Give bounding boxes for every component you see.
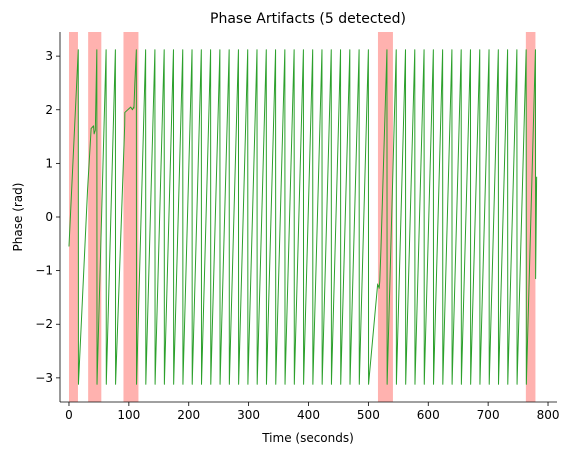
x-tick-label: 100 (117, 408, 140, 422)
x-tick-label: 200 (177, 408, 200, 422)
y-tick-label: 3 (45, 49, 53, 63)
artifact-band-1 (68, 32, 78, 402)
x-tick-label: 500 (357, 408, 380, 422)
y-ticks: −3 −2 −1 0 1 2 3 (35, 49, 60, 385)
x-tick-label: 300 (237, 408, 260, 422)
chart-title: Phase Artifacts (5 detected) (210, 11, 406, 27)
y-tick-label: 0 (45, 210, 53, 224)
x-tick-label: 0 (65, 408, 73, 422)
phase-series (68, 49, 538, 385)
y-tick-label: −2 (35, 317, 53, 331)
phase-line-1 (68, 49, 538, 385)
x-axis-label: Time (seconds) (261, 431, 354, 445)
x-tick-label: 600 (417, 408, 440, 422)
y-tick-label: −1 (35, 264, 53, 278)
x-tick-label: 400 (297, 408, 320, 422)
x-tick-label: 700 (477, 408, 500, 422)
artifact-band-2 (88, 32, 102, 402)
x-tick-label: 800 (537, 408, 560, 422)
x-ticks: 0 100 200 300 400 500 600 700 800 (65, 402, 559, 422)
y-tick-label: −3 (35, 371, 53, 385)
y-tick-label: 2 (45, 103, 53, 117)
artifact-band-3 (123, 32, 139, 402)
y-axis-label: Phase (rad) (11, 183, 25, 252)
y-tick-label: 1 (45, 156, 53, 170)
